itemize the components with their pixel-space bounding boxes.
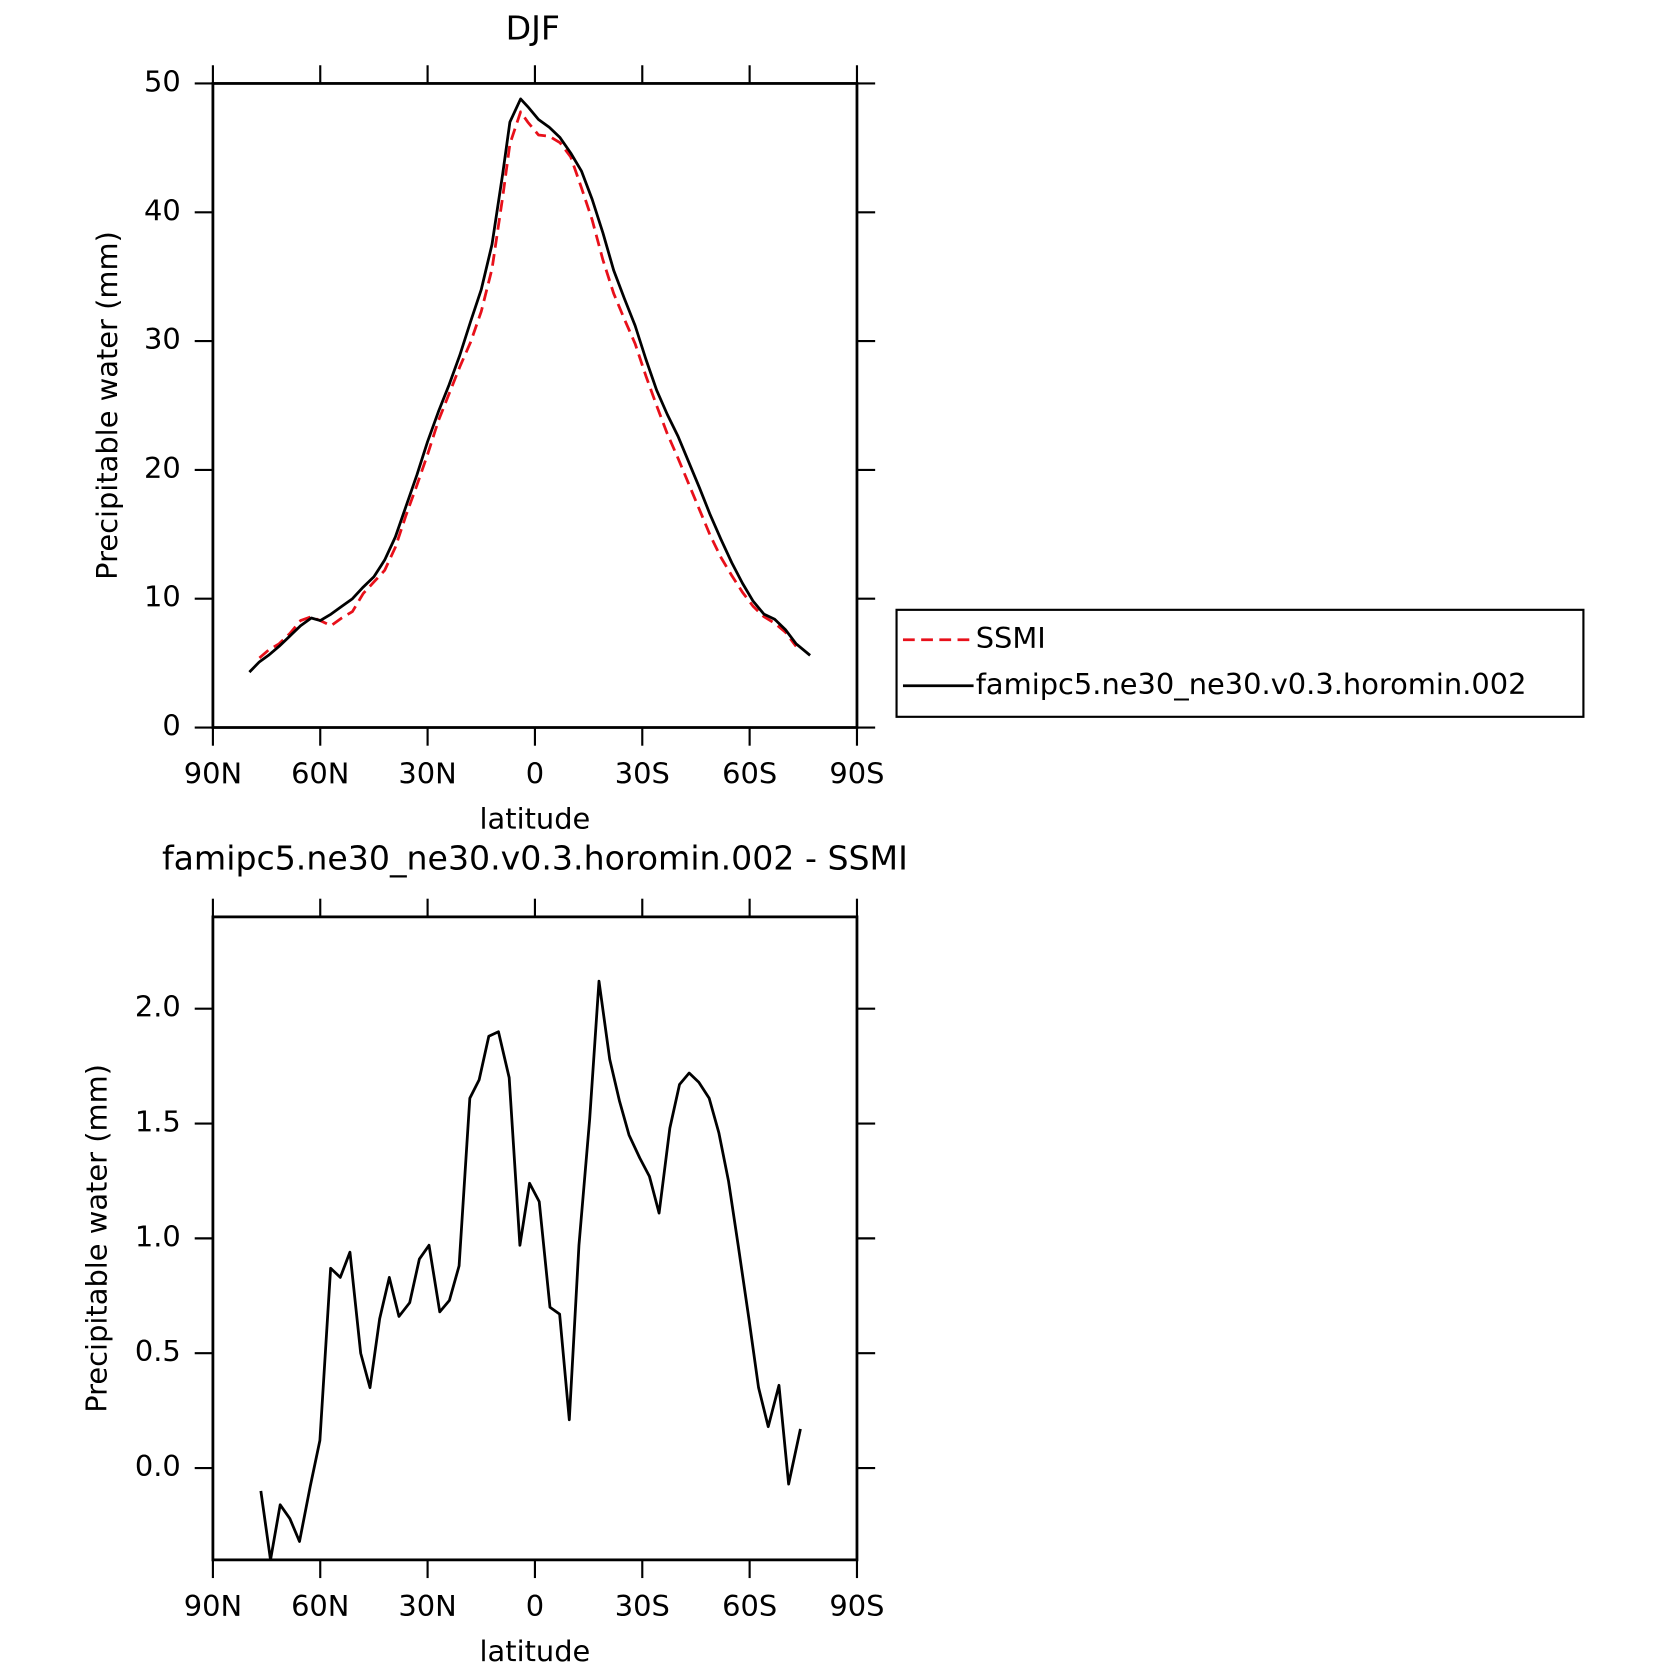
legend-box	[895, 608, 1585, 718]
y-tick-label: 1.5	[135, 1105, 181, 1139]
x-axis-label: latitude	[480, 1634, 591, 1668]
data-line	[258, 110, 798, 660]
x-tick-label: 0	[526, 757, 544, 791]
legend-label: famipc5.ne30_ne30.v0.3.horomin.002	[976, 667, 1527, 701]
y-tick-label: 0	[162, 709, 180, 743]
y-tick-label: 10	[144, 580, 181, 614]
x-tick-label: 30S	[615, 1589, 670, 1623]
x-tick-label: 60S	[722, 757, 777, 791]
x-tick-label: 60N	[291, 1589, 349, 1623]
y-axis-label: Precipitable water (mm)	[79, 1064, 113, 1413]
x-tick-label: 60S	[722, 1589, 777, 1623]
x-tick-label: 90N	[184, 1589, 242, 1623]
x-tick-label: 30S	[615, 757, 670, 791]
y-tick-label: 30	[144, 322, 181, 356]
y-tick-label: 2.0	[135, 990, 181, 1024]
y-tick-label: 20	[144, 451, 181, 485]
x-axis-label: latitude	[480, 802, 591, 836]
plot-frame	[211, 82, 859, 729]
data-line	[259, 979, 802, 1560]
y-axis-label: Precipitable water (mm)	[90, 231, 124, 580]
chart-title: DJF	[506, 8, 560, 47]
y-tick-label: 1.0	[135, 1219, 181, 1253]
x-tick-label: 90S	[829, 1589, 884, 1623]
plot-frame	[211, 915, 859, 1562]
x-tick-label: 90N	[184, 757, 242, 791]
x-tick-label: 0	[526, 1589, 544, 1623]
y-tick-label: 50	[144, 64, 181, 98]
y-tick-label: 0.5	[135, 1334, 181, 1368]
y-tick-label: 0.0	[135, 1449, 181, 1483]
y-tick-label: 40	[144, 193, 181, 227]
x-tick-label: 30N	[398, 757, 456, 791]
data-line	[248, 97, 811, 674]
x-tick-label: 30N	[398, 1589, 456, 1623]
legend-label: SSMI	[976, 621, 1046, 655]
chart-title: famipc5.ne30_ne30.v0.3.horomin.002 - SSM…	[162, 839, 908, 878]
x-tick-label: 60N	[291, 757, 349, 791]
x-tick-label: 90S	[829, 757, 884, 791]
